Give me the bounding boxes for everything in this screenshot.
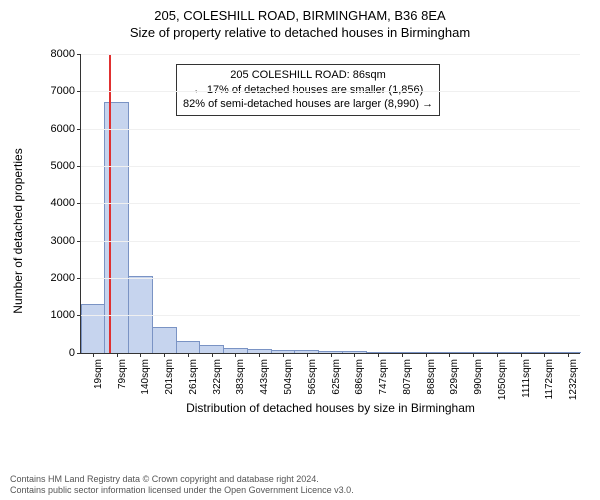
- x-tick-label: 1232sqm: [568, 359, 579, 400]
- histogram-bar: [81, 304, 106, 353]
- callout-line2: ← 17% of detached houses are smaller (1,…: [183, 83, 433, 98]
- title-line1: 205, COLESHILL ROAD, BIRMINGHAM, B36 8EA: [10, 8, 590, 25]
- chart-wrap: Number of detached properties 19sqm79sqm…: [38, 46, 582, 416]
- gridline: [81, 315, 580, 316]
- y-tick: 6000: [51, 123, 81, 135]
- y-tick: 5000: [51, 160, 81, 172]
- gridline: [81, 166, 580, 167]
- plot-area: 19sqm79sqm140sqm201sqm261sqm322sqm383sqm…: [80, 54, 580, 354]
- y-tick: 0: [69, 347, 81, 359]
- gridline: [81, 203, 580, 204]
- y-tick: 8000: [51, 48, 81, 60]
- x-tick-label: 19sqm: [93, 359, 104, 389]
- gridline: [81, 91, 580, 92]
- x-tick-label: 747sqm: [378, 359, 389, 395]
- chart-container: 205, COLESHILL ROAD, BIRMINGHAM, B36 8EA…: [0, 0, 600, 500]
- gridline: [81, 54, 580, 55]
- y-tick: 7000: [51, 85, 81, 97]
- x-tick-label: 261sqm: [188, 359, 199, 395]
- x-tick-label: 929sqm: [449, 359, 460, 395]
- x-tick-label: 625sqm: [331, 359, 342, 395]
- gridline: [81, 129, 580, 130]
- attribution-footer: Contains HM Land Registry data © Crown c…: [10, 474, 590, 497]
- x-axis-label: Distribution of detached houses by size …: [81, 401, 580, 415]
- x-tick-label: 79sqm: [117, 359, 128, 389]
- histogram-bar: [152, 327, 177, 352]
- x-tick-label: 322sqm: [212, 359, 223, 395]
- callout-line1: 205 COLESHILL ROAD: 86sqm: [183, 68, 433, 83]
- x-tick-label: 990sqm: [473, 359, 484, 395]
- x-tick-label: 140sqm: [140, 359, 151, 395]
- x-tick-label: 1172sqm: [544, 359, 555, 399]
- x-tick-label: 1050sqm: [497, 359, 508, 400]
- x-tick-label: 383sqm: [235, 359, 246, 395]
- footer-line2: Contains public sector information licen…: [10, 485, 590, 496]
- x-tick-label: 443sqm: [259, 359, 270, 395]
- y-axis-label: Number of detached properties: [11, 148, 25, 313]
- callout-box: 205 COLESHILL ROAD: 86sqm ← 17% of detac…: [176, 64, 440, 117]
- y-tick: 1000: [51, 309, 81, 321]
- x-tick-label: 1111sqm: [521, 359, 532, 398]
- x-tick-label: 504sqm: [283, 359, 294, 395]
- x-tick-label: 686sqm: [354, 359, 365, 395]
- chart-title: 205, COLESHILL ROAD, BIRMINGHAM, B36 8EA…: [10, 8, 590, 42]
- y-tick: 2000: [51, 272, 81, 284]
- histogram-bar: [176, 341, 201, 353]
- x-tick-label: 201sqm: [164, 359, 175, 395]
- x-tick-label: 565sqm: [307, 359, 318, 395]
- gridline: [81, 278, 580, 279]
- footer-line1: Contains HM Land Registry data © Crown c…: [10, 474, 590, 485]
- y-tick: 4000: [51, 197, 81, 209]
- x-tick-label: 807sqm: [402, 359, 413, 395]
- y-tick: 3000: [51, 235, 81, 247]
- gridline: [81, 241, 580, 242]
- x-tick-label: 868sqm: [426, 359, 437, 395]
- title-line2: Size of property relative to detached ho…: [10, 25, 590, 42]
- callout-line3: 82% of semi-detached houses are larger (…: [183, 97, 433, 112]
- histogram-bar: [199, 345, 224, 352]
